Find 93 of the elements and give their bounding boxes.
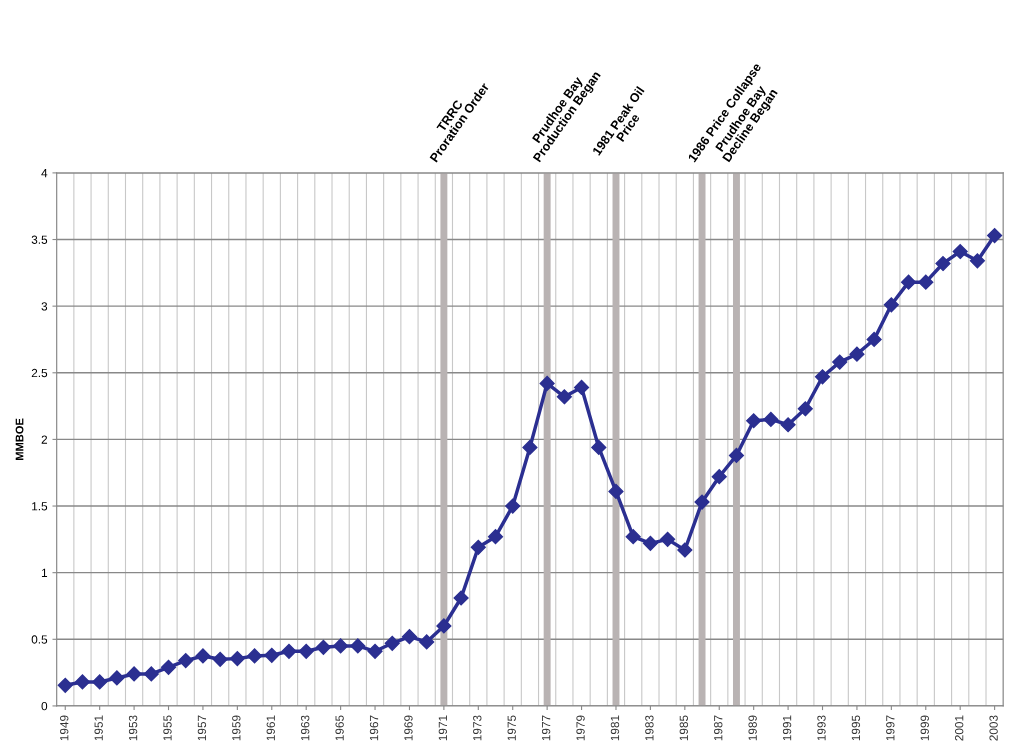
point xyxy=(160,659,177,675)
y-tick-label: 3 xyxy=(41,302,48,311)
y-tick-label: 2.5 xyxy=(31,368,48,378)
point xyxy=(367,643,383,659)
y-axis-title: MMBOE xyxy=(15,418,24,460)
x-tick-label: 1971 xyxy=(438,715,448,741)
point xyxy=(298,643,314,659)
point xyxy=(315,639,331,655)
point xyxy=(505,498,521,514)
x-tick-label: 1993 xyxy=(817,715,826,741)
point xyxy=(711,469,727,485)
y-tick-label: 3.5 xyxy=(31,235,48,244)
point xyxy=(74,674,91,690)
point xyxy=(677,542,693,558)
y-tick-label: 4 xyxy=(41,169,48,178)
point xyxy=(814,369,831,385)
point xyxy=(883,297,899,313)
x-tick-label: 1981 xyxy=(610,715,620,741)
point xyxy=(281,643,297,659)
point xyxy=(935,255,951,272)
x-tick-label: 1979 xyxy=(576,715,585,741)
point xyxy=(780,417,796,433)
point xyxy=(539,375,555,392)
point xyxy=(987,227,1003,244)
x-tick-label: 1989 xyxy=(748,715,757,741)
x-tick-label: 1977 xyxy=(541,715,551,741)
point xyxy=(229,651,245,667)
x-tick-label: 1975 xyxy=(507,715,516,741)
point xyxy=(109,670,125,686)
point xyxy=(763,411,779,427)
x-tick-label: 2003 xyxy=(989,715,998,741)
x-tick-label: 1969 xyxy=(404,715,413,741)
point xyxy=(436,618,452,634)
x-tick-label: 1983 xyxy=(645,715,654,741)
x-tick-label: 1987 xyxy=(714,715,723,741)
x-tick-label: 1963 xyxy=(301,715,310,741)
x-tick-label: 1967 xyxy=(369,715,379,741)
x-tick-label: 2001 xyxy=(955,715,964,741)
point xyxy=(746,413,762,429)
point xyxy=(522,439,538,455)
point xyxy=(178,653,194,669)
point xyxy=(832,354,848,370)
x-tick-label: 1973 xyxy=(473,715,482,741)
point xyxy=(333,638,349,654)
point xyxy=(195,648,211,664)
y-tick-label: 0 xyxy=(41,701,48,711)
point xyxy=(246,648,263,664)
point xyxy=(350,638,366,654)
point xyxy=(487,529,504,545)
point xyxy=(591,439,607,455)
point xyxy=(453,590,469,606)
point xyxy=(212,651,228,667)
x-tick-label: 1961 xyxy=(266,715,275,741)
y-tick-label: 0.5 xyxy=(31,635,48,644)
x-tick-label: 1959 xyxy=(232,715,241,741)
y-tick-label: 1.5 xyxy=(32,502,48,511)
point xyxy=(952,243,968,260)
point xyxy=(608,483,624,499)
x-tick-label: 1965 xyxy=(335,715,344,741)
point xyxy=(57,677,73,693)
x-tick-label: 1953 xyxy=(128,715,138,741)
x-tick-label: 1955 xyxy=(163,715,172,741)
point xyxy=(143,666,159,682)
y-tick-label: 1 xyxy=(41,568,48,577)
point xyxy=(969,253,985,269)
x-tick-label: 1999 xyxy=(920,715,929,741)
x-tick-label: 1995 xyxy=(851,715,861,741)
point xyxy=(728,447,745,463)
point xyxy=(384,635,400,651)
point xyxy=(126,666,142,682)
point xyxy=(849,346,865,362)
point xyxy=(573,379,590,396)
point xyxy=(694,494,710,510)
x-tick-label: 1949 xyxy=(60,715,69,741)
x-tick-label: 1997 xyxy=(886,715,895,741)
point xyxy=(401,629,418,645)
x-tick-label: 1991 xyxy=(782,715,792,741)
point xyxy=(797,401,813,417)
point xyxy=(556,389,572,405)
x-tick-label: 1957 xyxy=(197,715,207,741)
point xyxy=(660,531,676,547)
point xyxy=(900,274,917,290)
x-tick-label: 1985 xyxy=(679,715,688,741)
point xyxy=(419,634,435,650)
point xyxy=(918,274,934,290)
point xyxy=(92,674,108,690)
point xyxy=(264,647,280,663)
x-tick-label: 1951 xyxy=(94,715,103,741)
point xyxy=(625,529,641,545)
point xyxy=(642,535,658,551)
point xyxy=(470,539,486,555)
y-tick-label: 2 xyxy=(41,435,48,444)
point xyxy=(866,331,882,348)
